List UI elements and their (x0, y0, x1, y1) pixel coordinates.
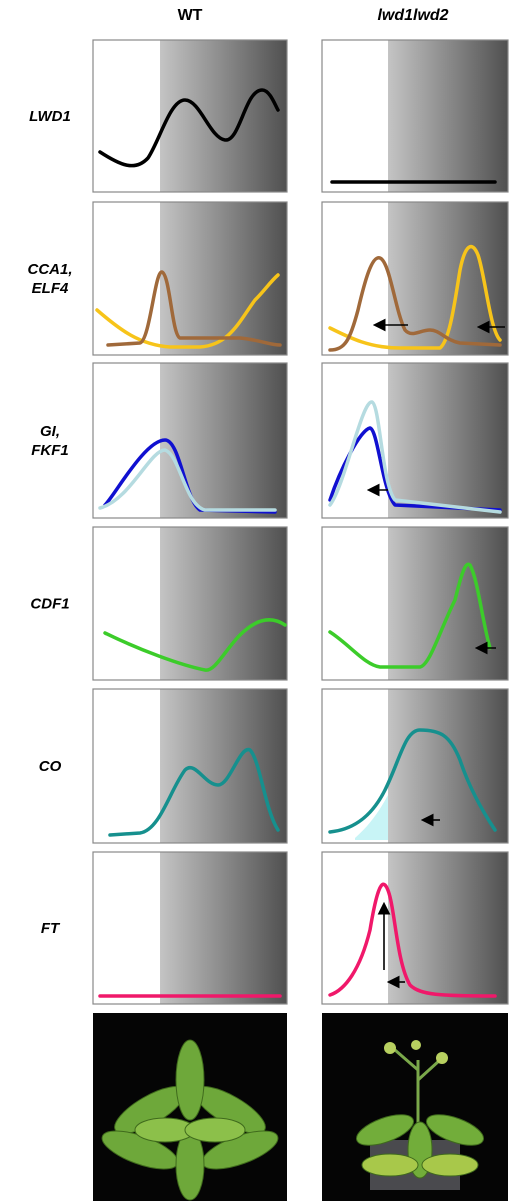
curve (98, 88, 280, 168)
night-shading (160, 852, 287, 1004)
row-label: FT (41, 920, 61, 937)
curve (98, 448, 277, 512)
night-shading (160, 202, 287, 355)
curve (328, 256, 502, 352)
panel-border (321, 39, 509, 193)
night-shading (388, 363, 508, 518)
row-label: CDF1 (30, 596, 69, 613)
row-label: GI, (40, 423, 60, 440)
row-label: ELF4 (32, 280, 69, 297)
panel-border (92, 362, 288, 519)
panel-border (92, 851, 288, 1005)
panel-border (321, 688, 509, 844)
shaded-area (355, 795, 388, 840)
panel-border (92, 201, 288, 356)
panel-border (321, 362, 509, 519)
curve (106, 270, 282, 347)
curve (328, 882, 497, 998)
panel-border (92, 688, 288, 844)
panel-border (92, 526, 288, 681)
row-label: FKF1 (31, 442, 69, 459)
panels (92, 39, 509, 1005)
curve (328, 728, 497, 834)
curve (108, 748, 280, 837)
row-label: LWD1 (29, 108, 71, 125)
rosette (356, 1040, 484, 1190)
panel-border (321, 526, 509, 681)
curve (328, 244, 502, 350)
row-label: CCA1, (27, 261, 72, 278)
rosette (101, 1039, 279, 1201)
night-shading (160, 363, 287, 518)
panel-border (321, 201, 509, 356)
night-shading (160, 689, 287, 843)
night-shading (160, 40, 287, 192)
row-label: CO (39, 758, 62, 775)
curve (103, 618, 287, 672)
panel-border (321, 851, 509, 1005)
panel-border (92, 39, 288, 193)
night-shading (388, 852, 508, 1004)
night-shading (388, 527, 508, 680)
curve (328, 562, 492, 669)
curve (328, 400, 502, 514)
night-shading (388, 40, 508, 192)
column-header: lwd1lwd2 (377, 7, 448, 24)
column-header: WT (178, 7, 203, 24)
